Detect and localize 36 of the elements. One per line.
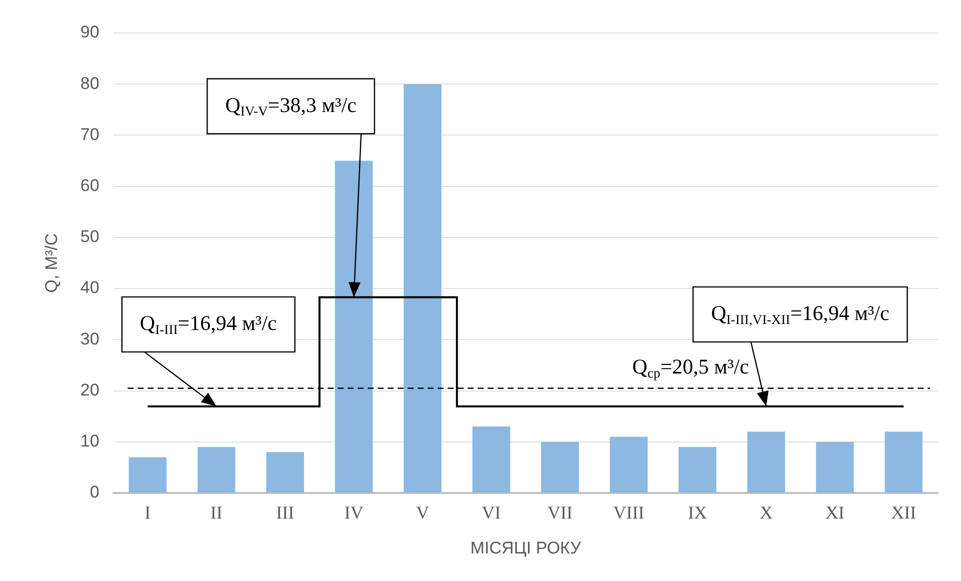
x-tick-label: VIII: [613, 502, 644, 523]
x-axis-title: МІСЯЦІ РОКУ: [470, 538, 582, 558]
bar: [610, 436, 648, 492]
x-tick-label: V: [416, 502, 430, 523]
bar: [404, 84, 442, 492]
x-tick-label: IV: [344, 502, 364, 523]
y-tick-label: 0: [90, 482, 100, 502]
bar: [678, 447, 716, 492]
x-tick-label: VI: [482, 502, 501, 523]
bar: [747, 432, 786, 492]
bar: [197, 447, 236, 492]
bar: [541, 442, 579, 492]
y-tick-label: 60: [80, 176, 100, 196]
y-axis-title: Q, М³/С: [42, 233, 61, 293]
bar: [334, 160, 373, 492]
y-tick-label: 20: [80, 380, 100, 400]
y-tick-label: 50: [80, 227, 100, 246]
x-tick-label: X: [760, 502, 773, 523]
bar: [472, 426, 510, 492]
bar: [884, 432, 923, 492]
y-tick-label: 70: [80, 124, 100, 144]
x-tick-label: III: [276, 502, 294, 523]
x-tick-label: XI: [825, 502, 844, 523]
y-tick-label: 80: [80, 74, 100, 93]
y-tick-label: 30: [80, 329, 100, 348]
x-tick-label: II: [210, 502, 222, 523]
x-tick-label: XII: [891, 502, 916, 523]
y-tick-label: 40: [80, 278, 100, 298]
x-tick-label: I: [144, 502, 151, 523]
x-tick-label: IX: [688, 502, 707, 523]
bar: [128, 457, 167, 492]
y-tick-label: 90: [80, 22, 100, 42]
bar: [816, 442, 854, 492]
bar: [266, 452, 304, 492]
y-tick-label: 10: [80, 432, 100, 451]
x-tick-label: VII: [548, 502, 573, 523]
